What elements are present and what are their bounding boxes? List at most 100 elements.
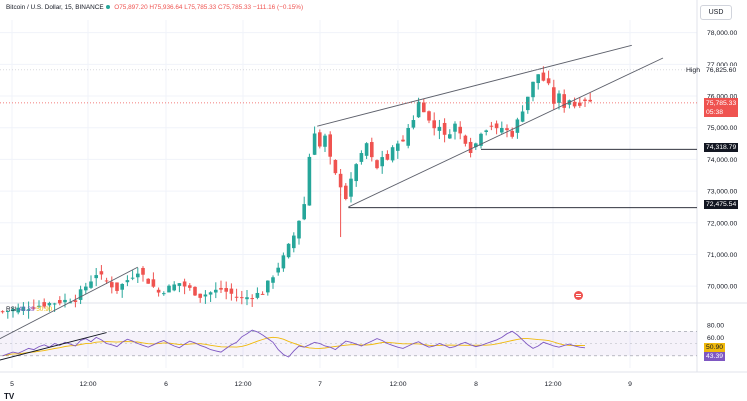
candle-body [411, 120, 416, 128]
candle-body [281, 255, 286, 269]
candle-body [297, 220, 301, 239]
candle-body [260, 293, 265, 295]
rsi-overbought-fill [2, 330, 586, 332]
candle-body [323, 135, 327, 147]
candle-body [292, 235, 296, 249]
rsi-value: 43.39 [18, 306, 35, 313]
candle-body [6, 310, 10, 312]
time-axis-label: 9 [628, 381, 632, 388]
candle-body [390, 147, 395, 161]
rsi-name: RSI [6, 306, 17, 313]
candle-body [583, 99, 587, 102]
candle-body [328, 134, 332, 157]
candle-body [453, 123, 457, 132]
candle-body [219, 287, 223, 290]
us-flag-icon[interactable] [574, 291, 583, 300]
candle-body [162, 293, 166, 295]
candle-body [141, 267, 145, 275]
candle-body [37, 305, 41, 307]
candle-body [234, 296, 239, 298]
time-axis-label: 7 [318, 381, 322, 388]
candle-body [468, 141, 473, 153]
trendline [317, 44, 632, 127]
candle-body [151, 279, 156, 287]
time-axis-label: 12:00 [234, 381, 251, 388]
candle-body [458, 126, 462, 134]
ohlc-open: O75,897.20 [114, 4, 148, 11]
price-axis-label: 76,000.00 [707, 94, 737, 101]
candle-body [99, 271, 104, 275]
candle-body [125, 280, 130, 283]
price-axis-label: 77,000.00 [707, 62, 737, 69]
candle-body [42, 302, 46, 307]
rsi-band [0, 330, 697, 357]
rsi-axis-label: 60.00 [707, 335, 724, 342]
trendline [348, 57, 664, 208]
candle-body [266, 280, 270, 293]
time-axis-label: 5 [10, 381, 14, 388]
candle-body [73, 300, 78, 302]
ohlc-low: L75,785.33 [184, 4, 217, 11]
candle-body [172, 284, 176, 291]
currency-button[interactable]: USD [700, 5, 732, 20]
candle-body [203, 294, 208, 297]
candle-body [505, 128, 509, 131]
candle-body [182, 281, 187, 287]
candle-body [177, 283, 182, 286]
candle-body [255, 292, 260, 298]
price-axis-label: 70,000.00 [707, 284, 737, 291]
candle-body [307, 156, 312, 206]
candle-body [208, 292, 213, 295]
candle-body [94, 275, 98, 279]
candle-body [432, 120, 436, 129]
rsi-band-fill [0, 331, 697, 356]
candle-body [136, 273, 140, 278]
tradingview-logo: TV [4, 392, 15, 401]
current-price-tag: 75,785.33 05:38 [704, 98, 739, 117]
candle-body [578, 102, 582, 106]
candle-body [58, 300, 62, 304]
candle-body [271, 277, 275, 283]
grid [0, 0, 747, 373]
price-axis-label: 72,000.00 [707, 220, 737, 227]
candle-body [84, 286, 88, 291]
candle-body [156, 289, 161, 293]
candle-body [396, 143, 400, 151]
candle-body [531, 81, 535, 98]
candle-body [276, 267, 280, 273]
candle-body [422, 102, 426, 113]
candle-body [11, 309, 15, 312]
candle-body [359, 153, 364, 162]
candle-body [557, 93, 561, 103]
candle-body [32, 307, 36, 309]
candle-body [526, 96, 530, 111]
candle-body [416, 101, 421, 118]
candle-body [52, 303, 57, 305]
ohlc-change: −111.16 (−0.15%) [252, 4, 304, 11]
time-axis-label: 8 [474, 381, 478, 388]
rsi-ma-line [2, 336, 586, 357]
candle-body [442, 122, 447, 135]
time-axis-label: 12:00 [79, 381, 96, 388]
candle-body [370, 142, 374, 158]
candle-body [520, 111, 525, 122]
level-label-upper: 74,318.79 [704, 143, 739, 152]
candle-body [552, 87, 556, 104]
candle-body [380, 157, 384, 167]
candle-body [375, 160, 379, 169]
candle-body [78, 289, 83, 300]
candle-body [193, 286, 197, 296]
candle-countdown: 05:38 [706, 109, 724, 116]
candle-body [448, 134, 452, 139]
rsi-axis-label: 80.00 [707, 323, 724, 330]
status-dot-icon [106, 5, 111, 10]
candle-body [146, 278, 150, 284]
candle-body [286, 243, 291, 258]
candle-body [572, 101, 577, 107]
candle-body [338, 173, 343, 188]
candle-body [437, 126, 442, 131]
rsi-value-tag: 43.39 [704, 352, 726, 361]
candle-body [240, 297, 244, 299]
candle-body [562, 94, 566, 108]
